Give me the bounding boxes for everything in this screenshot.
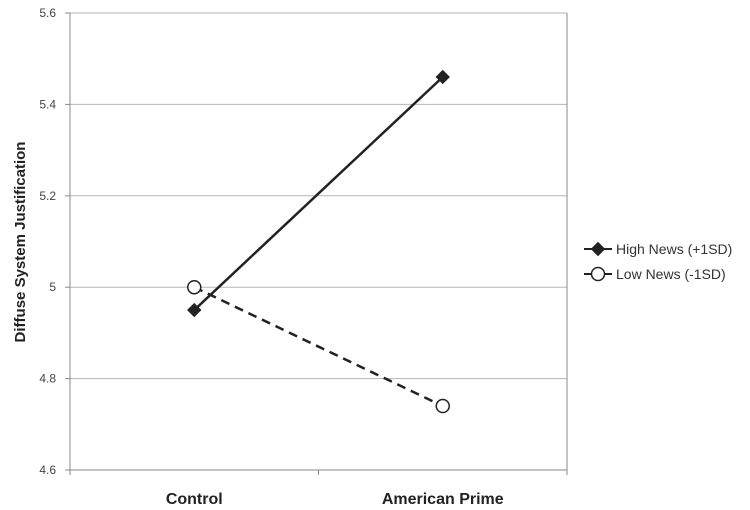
y-tick-labels: 4.6 4.8 5 5.2 5.4 5.6 (39, 6, 70, 477)
series-1 (187, 69, 450, 318)
series-2 (187, 279, 450, 414)
y-tick-label: 4.8 (39, 372, 56, 386)
axes (69, 13, 568, 475)
data-point (435, 69, 450, 85)
y-tick-label: 5 (49, 280, 56, 294)
series-line (193, 76, 444, 311)
x-tick-labels: Control American Prime (166, 491, 504, 508)
x-tick-label: Control (166, 491, 223, 508)
data-point (187, 279, 202, 295)
data-point (187, 302, 202, 318)
data-point (435, 398, 450, 414)
legend-item: Low News (-1SD) (584, 266, 726, 282)
y-axis-label: Diffuse System Justification (12, 142, 29, 343)
legend-label: High News (+1SD) (616, 241, 732, 257)
y-tick-label: 5.4 (39, 97, 56, 111)
grid-lines (70, 12, 567, 380)
legend-label: Low News (-1SD) (616, 266, 726, 282)
legend-marker (590, 266, 606, 282)
y-tick-label: 5.6 (39, 6, 56, 20)
y-tick-label: 5.2 (39, 189, 56, 203)
series-layer (187, 69, 450, 414)
series-line (193, 286, 444, 408)
legend: High News (+1SD) Low News (-1SD) (584, 241, 732, 282)
y-tick-label: 4.6 (39, 463, 56, 477)
x-tick-label: American Prime (382, 491, 504, 508)
legend-marker (590, 241, 606, 257)
legend-item: High News (+1SD) (584, 241, 732, 257)
